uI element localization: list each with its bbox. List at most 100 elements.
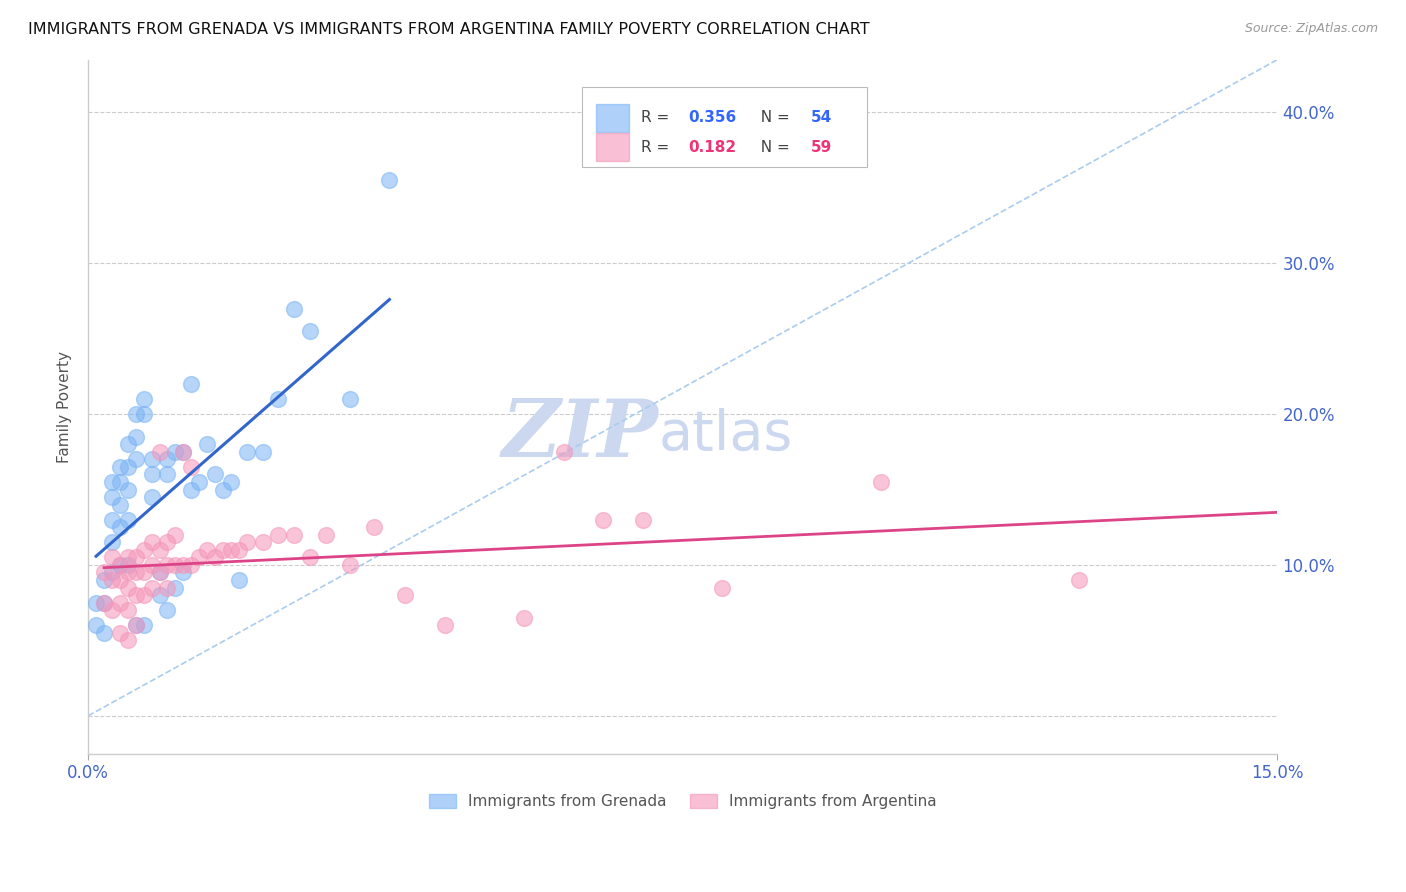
Point — [180, 459, 202, 474]
Text: N =: N = — [751, 111, 794, 125]
Point — [125, 618, 148, 632]
Point — [212, 483, 235, 497]
Point — [117, 550, 139, 565]
Point — [117, 633, 139, 648]
Point — [165, 558, 187, 572]
Point — [267, 392, 290, 406]
Point — [299, 324, 322, 338]
Text: ZIP: ZIP — [502, 395, 659, 473]
Point — [101, 573, 124, 587]
Point — [235, 535, 257, 549]
Point — [711, 581, 734, 595]
Point — [1069, 573, 1091, 587]
Point — [125, 588, 148, 602]
Point — [125, 430, 148, 444]
Point — [212, 542, 235, 557]
Point — [148, 542, 170, 557]
Text: 0.182: 0.182 — [689, 140, 737, 154]
Point — [132, 542, 155, 557]
Point — [172, 445, 194, 459]
Point — [148, 566, 170, 580]
Point — [219, 475, 242, 489]
Point — [132, 407, 155, 421]
Point — [339, 392, 361, 406]
Point — [108, 498, 131, 512]
Point — [93, 596, 115, 610]
Point — [117, 566, 139, 580]
Point — [132, 588, 155, 602]
Point — [132, 618, 155, 632]
Point — [165, 581, 187, 595]
Point — [378, 173, 401, 187]
Point — [93, 566, 115, 580]
Point — [148, 588, 170, 602]
Text: R =: R = — [641, 111, 675, 125]
Text: Source: ZipAtlas.com: Source: ZipAtlas.com — [1244, 22, 1378, 36]
Point — [299, 550, 322, 565]
Point — [363, 520, 385, 534]
Point — [108, 520, 131, 534]
Point — [141, 581, 163, 595]
Point — [93, 573, 115, 587]
Point — [267, 528, 290, 542]
Point — [141, 490, 163, 504]
Point — [394, 588, 416, 602]
Point — [165, 528, 187, 542]
Text: 54: 54 — [811, 111, 832, 125]
Point — [195, 437, 218, 451]
Point — [125, 566, 148, 580]
Point — [180, 483, 202, 497]
Text: 59: 59 — [811, 140, 832, 154]
Point — [101, 535, 124, 549]
Point — [283, 301, 305, 316]
Point — [235, 445, 257, 459]
Point — [204, 550, 226, 565]
Point — [156, 467, 179, 482]
Point — [108, 596, 131, 610]
Point — [141, 558, 163, 572]
Point — [433, 618, 456, 632]
Point — [117, 603, 139, 617]
Y-axis label: Family Poverty: Family Poverty — [58, 351, 72, 463]
Point — [252, 445, 274, 459]
Point — [108, 459, 131, 474]
Point — [228, 573, 250, 587]
Point — [553, 445, 575, 459]
Point — [156, 452, 179, 467]
Point — [513, 611, 536, 625]
Point — [117, 437, 139, 451]
Point — [180, 376, 202, 391]
Point — [108, 573, 131, 587]
FancyBboxPatch shape — [596, 133, 630, 161]
FancyBboxPatch shape — [596, 103, 630, 131]
Point — [219, 542, 242, 557]
Point — [172, 566, 194, 580]
Point — [125, 407, 148, 421]
Point — [101, 475, 124, 489]
Legend: Immigrants from Grenada, Immigrants from Argentina: Immigrants from Grenada, Immigrants from… — [422, 788, 943, 815]
Point — [592, 513, 614, 527]
Point — [101, 513, 124, 527]
Point — [125, 452, 148, 467]
Point — [148, 566, 170, 580]
Point — [84, 618, 107, 632]
Point — [148, 445, 170, 459]
Point — [108, 475, 131, 489]
Point — [132, 392, 155, 406]
Text: 0.356: 0.356 — [689, 111, 737, 125]
Point — [101, 603, 124, 617]
Point — [141, 535, 163, 549]
Point — [101, 566, 124, 580]
Text: N =: N = — [751, 140, 794, 154]
Point — [228, 542, 250, 557]
Point — [117, 513, 139, 527]
Point — [631, 513, 654, 527]
Point — [156, 603, 179, 617]
Point — [188, 550, 211, 565]
Point — [108, 558, 131, 572]
Point — [315, 528, 337, 542]
Point — [101, 550, 124, 565]
Point — [156, 535, 179, 549]
Text: atlas: atlas — [659, 408, 793, 461]
Point — [108, 625, 131, 640]
